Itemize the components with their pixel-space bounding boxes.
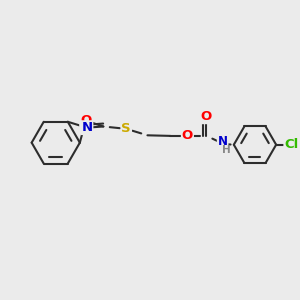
Text: O: O: [80, 114, 91, 127]
Text: H: H: [221, 145, 230, 155]
Text: N: N: [81, 121, 92, 134]
Text: N: N: [218, 135, 228, 148]
Text: S: S: [122, 122, 131, 135]
Text: O: O: [182, 129, 193, 142]
Text: O: O: [201, 110, 212, 123]
Text: Cl: Cl: [284, 138, 298, 151]
